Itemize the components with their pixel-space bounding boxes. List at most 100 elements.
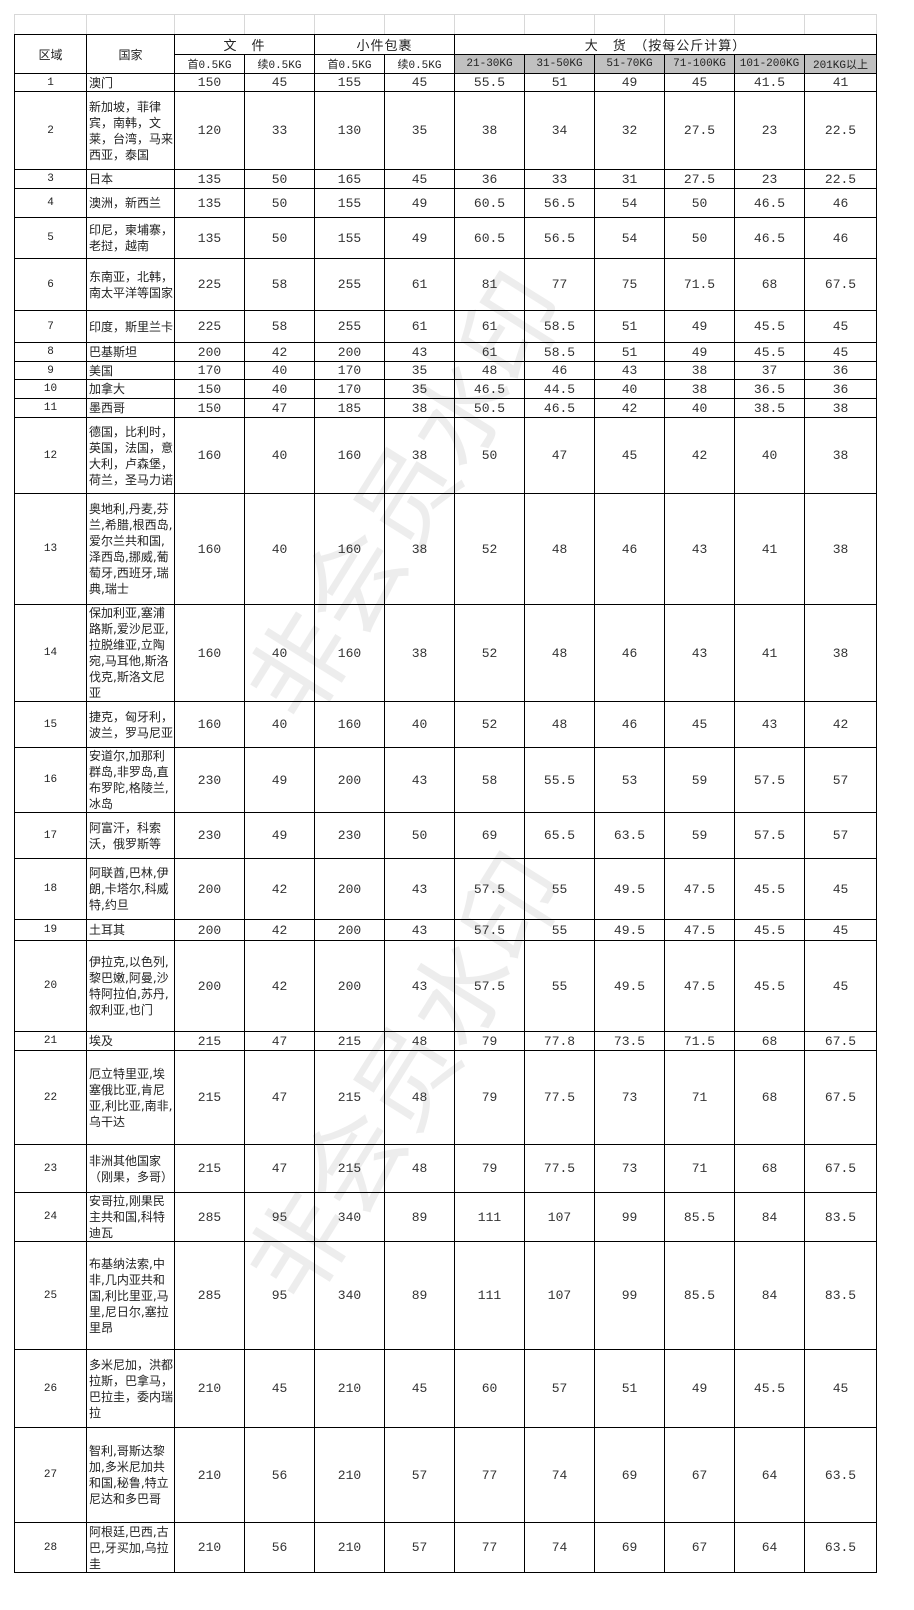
price-cell: 73.5 [594,1031,665,1051]
zone-cell: 7 [14,310,87,343]
table-row: 26 多米尼加，洪都拉斯，巴拿马，巴拉圭，委内瑞拉 210 45 210 45 60 57 51… [14,1349,877,1428]
price-cell: 36 [454,169,525,189]
price-cell: 57.5 [734,747,805,813]
zone-cell: 20 [14,940,87,1032]
price-cell: 42 [244,342,315,362]
cell [174,14,245,35]
zone-cell: 2 [14,91,87,170]
country-cell: 捷克，匈牙利，波兰，罗马尼亚 [86,701,175,748]
price-cell: 61 [454,342,525,362]
price-cell: 111 [454,1192,525,1242]
zone-cell: 27 [14,1427,87,1523]
zone-cell: 13 [14,493,87,605]
table-row: 6 东南亚，北韩，南太平洋等国家 225 58 255 61 81 77 75 71.5 68 67.… [14,258,877,311]
zone-cell: 9 [14,361,87,380]
table-row: 9 美国 170 40 170 35 48 46 43 38 37 36 [14,361,877,380]
price-cell: 43 [384,858,455,920]
cell [804,14,877,35]
price-cell: 41 [804,73,877,92]
price-cell: 51 [594,310,665,343]
header-row-2: 首0.5KG 续0.5KG 首0.5KG 续0.5KG 21-30KG 31-50… [15,54,877,74]
price-cell: 230 [174,747,245,813]
price-cell: 74 [524,1522,595,1573]
price-cell: 49 [664,310,735,343]
price-cell: 63.5 [804,1522,877,1573]
price-cell: 215 [174,1144,245,1193]
country-cell: 澳洲，新西兰 [86,188,175,218]
price-cell: 43 [384,919,455,941]
price-cell: 49 [594,73,665,92]
price-cell: 44.5 [524,379,595,399]
cell [664,14,735,35]
price-cell: 57 [384,1522,455,1573]
zone-cell: 5 [14,217,87,259]
price-cell: 42 [244,858,315,920]
country-cell: 阿根廷,巴西,古巴,牙买加,乌拉圭 [86,1522,175,1573]
table-row: 13 奥地利,丹麦,芬兰,希腊,根西岛,爱尔兰共和国,泽西岛,挪威,葡萄牙,西班牙… [14,493,877,605]
table-row: 1 澳门 150 45 155 45 55.5 51 49 45 41.5 41 [14,73,877,92]
price-cell: 45 [664,73,735,92]
price-cell: 55 [524,858,595,920]
zone-cell: 1 [14,73,87,92]
price-cell: 46.5 [454,379,525,399]
price-cell: 81 [454,258,525,311]
price-cell: 47.5 [664,940,735,1032]
zone-cell: 24 [14,1192,87,1242]
price-cell: 45.5 [734,858,805,920]
price-cell: 95 [244,1192,315,1242]
table-row: 21 埃及 215 47 215 48 79 77.8 73.5 71.5 68 67.5 [14,1031,877,1051]
zone-cell: 4 [14,188,87,218]
country-cell: 土耳其 [86,919,175,941]
price-cell: 47.5 [664,919,735,941]
header-region: 区域 [14,34,87,74]
table-row: 2 新加坡，菲律宾，南韩，文莱，台湾，马来西亚，泰国 120 33 130 35 38 34 3… [14,91,877,170]
price-cell: 42 [244,919,315,941]
price-cell: 47.5 [664,858,735,920]
cell [734,14,805,35]
price-cell: 73 [594,1144,665,1193]
price-cell: 155 [314,217,385,259]
country-cell: 布基纳法索,中非,几内亚共和国,利比里亚,马里,尼日尔,塞拉里昂 [86,1241,175,1350]
price-cell: 46 [804,217,877,259]
country-cell: 阿富汗，科索沃，俄罗斯等 [86,812,175,859]
price-cell: 49.5 [594,919,665,941]
price-cell: 285 [174,1241,245,1350]
price-cell: 43 [384,940,455,1032]
price-cell: 71 [664,1050,735,1145]
price-cell: 160 [314,417,385,494]
price-cell: 40 [594,379,665,399]
price-cell: 51 [594,1349,665,1428]
price-cell: 27.5 [664,91,735,170]
cell [454,14,525,35]
price-cell: 38 [804,493,877,605]
price-cell: 200 [174,342,245,362]
price-cell: 47 [244,1144,315,1193]
country-cell: 印尼，柬埔寨，老挝，越南 [86,217,175,259]
price-cell: 49 [244,812,315,859]
price-cell: 40 [244,604,315,702]
price-cell: 43 [384,342,455,362]
header-cargo-band: 101-200KG [734,54,805,74]
price-cell: 47 [244,1031,315,1051]
zone-cell: 28 [14,1522,87,1573]
table-row: 14 保加利亚,塞浦路斯,爱沙尼亚,拉脱维亚,立陶宛,马耳他,斯洛伐克,斯洛文尼亚… [14,604,877,702]
zone-cell: 21 [14,1031,87,1051]
price-cell: 135 [174,188,245,218]
price-cell: 49 [664,1349,735,1428]
price-cell: 79 [454,1144,525,1193]
price-cell: 200 [314,858,385,920]
price-cell: 45 [384,73,455,92]
price-cell: 61 [454,310,525,343]
price-cell: 52 [454,701,525,748]
country-cell: 安哥拉,刚果民主共和国,科特迪瓦 [86,1192,175,1242]
table-row: 27 智利,哥斯达黎加,多米尼加共和国,秘鲁,特立尼达和多巴哥 210 56 210 57… [14,1427,877,1523]
zone-cell: 14 [14,604,87,702]
table-row: 7 印度，斯里兰卡 225 58 255 61 61 58.5 51 49 45.5 45 [14,310,877,343]
cell [14,14,87,35]
country-cell: 新加坡，菲律宾，南韩，文莱，台湾，马来西亚，泰国 [86,91,175,170]
blank-row [14,14,877,35]
price-cell: 210 [174,1522,245,1573]
price-cell: 57.5 [454,919,525,941]
table-row: 8 巴基斯坦 200 42 200 43 61 58.5 51 49 45.5 45 [14,342,877,362]
price-cell: 75 [594,258,665,311]
